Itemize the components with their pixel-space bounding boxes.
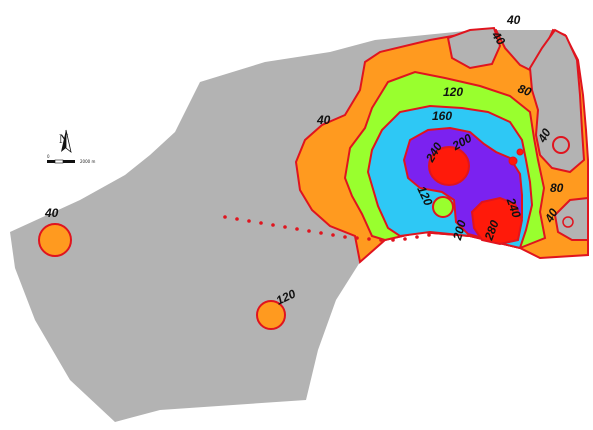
transect-dot — [415, 235, 419, 239]
transect-dot — [271, 223, 275, 227]
transect-dot — [331, 233, 335, 237]
transect-dot — [343, 235, 347, 239]
contour-label-160: 160 — [432, 109, 452, 123]
contour-label-240-bottom: 240 — [503, 195, 523, 220]
island-bottom-right-inner — [562, 216, 574, 228]
scale-bar-segment — [63, 160, 75, 163]
transect-dot — [403, 237, 407, 241]
circle-40-bottom — [256, 300, 286, 330]
transect-dot — [391, 238, 395, 242]
red-dot-2 — [516, 148, 524, 156]
band-240-left — [428, 146, 470, 186]
scale-bar-segment — [54, 159, 64, 164]
transect-dot — [295, 227, 299, 231]
transect-dot — [319, 231, 323, 235]
scale-bar-segment — [47, 160, 55, 163]
north-arrow-icon-outline — [65, 129, 72, 154]
contour-label-200-bottom: 200 — [450, 218, 469, 242]
north-label: N — [59, 131, 69, 146]
transect-dot — [427, 233, 431, 237]
contour-label-40-circle-left: 40 — [44, 206, 59, 220]
circle-40-left — [38, 223, 72, 257]
contour-label-80-top: 80 — [516, 81, 534, 99]
transect-dot — [223, 215, 227, 219]
island-small-right — [552, 136, 570, 154]
transect-dot — [379, 238, 383, 242]
contour-label-40-top: 40 — [506, 13, 521, 27]
scale-bar-start: 0 — [47, 154, 50, 159]
green-island — [432, 196, 454, 218]
transect-dot — [355, 236, 359, 240]
band-240-bottom — [470, 196, 524, 246]
transect-dot — [235, 217, 239, 221]
north-arrow: N — [59, 129, 72, 154]
contour-label-40-right: 40 — [534, 126, 553, 146]
red-dot-1 — [508, 156, 518, 166]
transect-dot — [367, 237, 371, 241]
contour-label-40-top-b: 40 — [488, 28, 508, 48]
transect-dots — [223, 215, 431, 242]
scale-bar: 0 2000 m — [47, 154, 95, 164]
island-right — [528, 28, 586, 174]
scale-bar-end: 2000 m — [80, 159, 95, 164]
contour-label-80-right: 80 — [550, 181, 564, 195]
island-top — [446, 26, 502, 70]
contour-label-280: 280 — [481, 218, 501, 243]
contour-label-40-left-band: 40 — [316, 113, 331, 127]
transect-dot — [283, 225, 287, 229]
transect-dot — [307, 229, 311, 233]
contour-label-40-bottom-right: 40 — [541, 206, 560, 226]
north-arrow-icon — [61, 130, 66, 152]
transect-dot — [259, 221, 263, 225]
contour-label-120-top: 120 — [443, 85, 463, 99]
transect-dot — [247, 219, 251, 223]
